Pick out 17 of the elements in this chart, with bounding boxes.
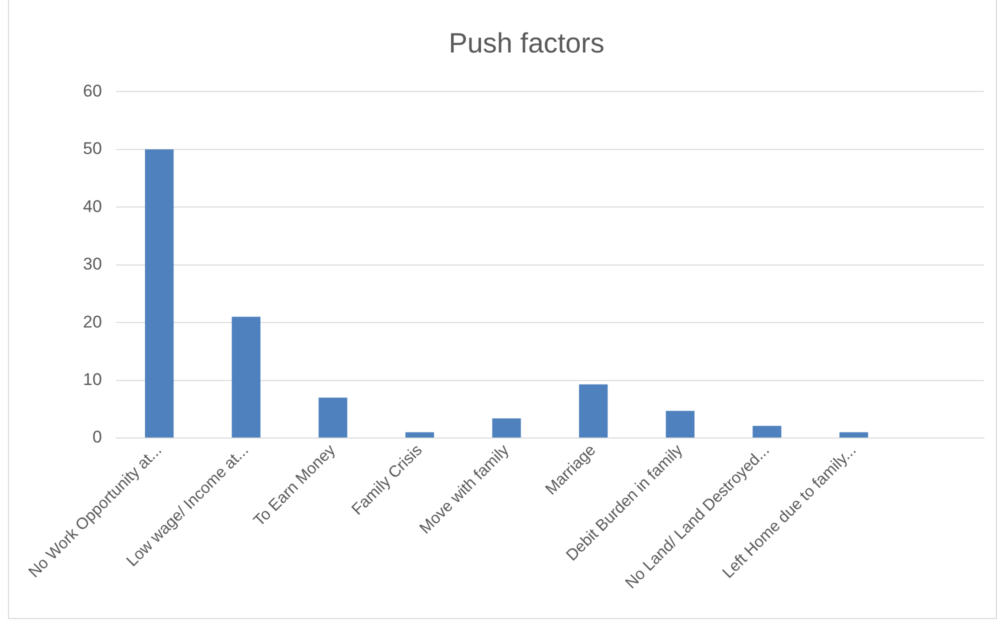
bar <box>144 149 174 438</box>
y-tick-label: 50 <box>82 139 102 158</box>
chart-title: Push factors <box>448 28 604 59</box>
bar <box>318 398 348 438</box>
y-tick-label: 40 <box>82 196 102 216</box>
y-tick-label: 20 <box>82 312 102 332</box>
bar <box>752 426 782 438</box>
bar <box>492 418 521 438</box>
y-tick-label: 30 <box>82 254 102 274</box>
bar <box>839 432 868 438</box>
bar <box>232 316 260 438</box>
bar <box>666 410 694 438</box>
bar <box>579 384 608 438</box>
y-tick-label: 10 <box>82 370 102 389</box>
y-tick-label: 60 <box>82 81 102 100</box>
bar <box>405 432 434 438</box>
y-tick-label: 0 <box>92 428 102 447</box>
